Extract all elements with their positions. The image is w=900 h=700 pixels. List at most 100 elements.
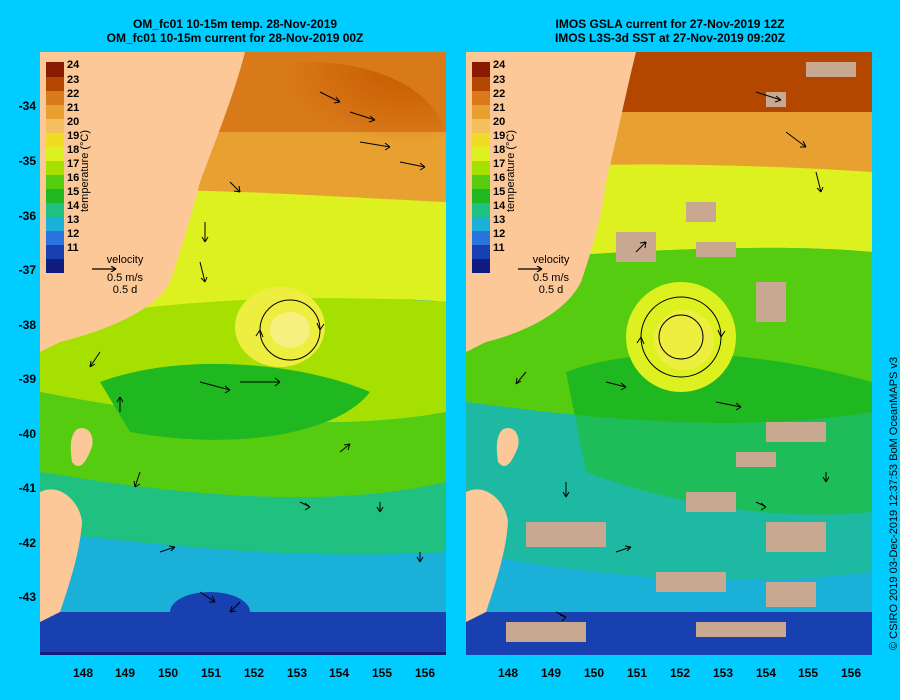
- left-colorbar-swatch: [46, 133, 64, 147]
- right-map-canvas: [466, 52, 872, 655]
- left-colorbar-swatch: [46, 62, 64, 77]
- left-colorbar-title: temperature (°C): [79, 129, 91, 212]
- right-title-line2: IMOS L3S-3d SST at 27-Nov-2019 09:20Z: [554, 31, 786, 45]
- right-colorbar-title: temperature (°C): [505, 129, 517, 212]
- left-colorbar-tick: 18: [67, 144, 80, 156]
- right-colorbar-tick: 13: [493, 214, 506, 226]
- left-colorbar-swatch: [46, 91, 64, 105]
- longitude-label: 151: [626, 666, 648, 680]
- longitude-label: 155: [371, 666, 393, 680]
- right-colorbar-swatch: [472, 105, 490, 119]
- left-colorbar-tick: 14: [67, 200, 80, 212]
- left-velocity-scale: 0.5 d: [112, 284, 138, 296]
- left-colorbar-tick: 12: [67, 228, 80, 240]
- right-colorbar-tick: 17: [493, 158, 506, 170]
- latitude-label: -40: [18, 427, 36, 441]
- right-colorbar-swatch: [472, 203, 490, 217]
- cloud-mask: [506, 62, 856, 642]
- longitude-label: 154: [328, 666, 350, 680]
- right-velocity-speed: 0.5 m/s: [532, 272, 570, 284]
- right-colorbar-swatch: [472, 161, 490, 175]
- left-colorbar-tick: 20: [67, 116, 80, 128]
- right-colorbar-swatch: [472, 259, 490, 273]
- left-current-arrows: [89, 91, 426, 613]
- right-colorbar-tick: 14: [493, 200, 506, 212]
- right-colorbar-tick: 20: [493, 116, 506, 128]
- longitude-label: 155: [797, 666, 819, 680]
- latitude-label: -35: [18, 154, 36, 168]
- left-colorbar-tick: 11: [67, 242, 79, 254]
- longitude-label: 152: [669, 666, 691, 680]
- right-colorbar-tick: 21: [493, 102, 506, 114]
- right-colorbar-tick: 16: [493, 172, 506, 184]
- right-colorbar-swatch: [472, 91, 490, 105]
- latitude-label: -36: [18, 209, 36, 223]
- left-colorbar-tick: 19: [67, 130, 80, 142]
- latitude-label: -37: [18, 263, 36, 277]
- right-map-panel: 24 23 22 21 20 19 18 17 16 15 14 13 12 1…: [466, 52, 872, 655]
- left-colorbar-swatch: [46, 217, 64, 231]
- latitude-label: -42: [18, 536, 36, 550]
- left-colorbar-swatch: [46, 119, 64, 133]
- credit-text: © CSIRO 2019 03-Dec-2019 12:37:53 BoM Oc…: [888, 356, 900, 650]
- left-colorbar-tick: 16: [67, 172, 80, 184]
- longitude-label: 156: [414, 666, 436, 680]
- right-colorbar-swatch: [472, 175, 490, 189]
- left-title-line2: OM_fc01 10-15m current for 28-Nov-2019 0…: [106, 31, 364, 45]
- left-colorbar-tick: 13: [67, 214, 80, 226]
- longitude-label: 153: [286, 666, 308, 680]
- latitude-label: -38: [18, 318, 36, 332]
- longitude-label: 151: [200, 666, 222, 680]
- left-colorbar-tick: 22: [67, 88, 80, 100]
- right-current-arrows: [515, 91, 830, 622]
- left-velocity-label: velocity: [106, 254, 144, 266]
- right-colorbar-tick: 19: [493, 130, 506, 142]
- longitude-label: 152: [243, 666, 265, 680]
- right-colorbar-tick: 23: [493, 74, 506, 86]
- latitude-label: -39: [18, 372, 36, 386]
- right-velocity-scale: 0.5 d: [538, 284, 564, 296]
- right-colorbar-tick: 22: [493, 88, 506, 100]
- right-colorbar-swatch: [472, 119, 490, 133]
- left-colorbar-swatch: [46, 105, 64, 119]
- left-colorbar-swatch: [46, 189, 64, 203]
- right-colorbar-swatch: [472, 217, 490, 231]
- left-colorbar-swatch: [46, 259, 64, 273]
- right-velocity-label: velocity: [532, 254, 570, 266]
- left-colorbar-swatch: [46, 245, 64, 259]
- right-title-line1: IMOS GSLA current for 27-Nov-2019 12Z: [555, 17, 785, 31]
- left-colorbar-tick: 15: [67, 186, 80, 198]
- longitude-label: 149: [540, 666, 562, 680]
- right-map-title: IMOS GSLA current for 27-Nov-2019 12Z IM…: [470, 17, 870, 45]
- right-colorbar-swatch: [472, 133, 490, 147]
- latitude-label: -34: [18, 99, 36, 113]
- right-colorbar-tick: 11: [493, 242, 505, 254]
- right-colorbar-tick: 18: [493, 144, 506, 156]
- left-colorbar-swatch: [46, 203, 64, 217]
- right-colorbar-swatch: [472, 189, 490, 203]
- longitude-label: 148: [497, 666, 519, 680]
- right-colorbar-swatch: [472, 147, 490, 161]
- latitude-label: -43: [18, 590, 36, 604]
- left-colorbar-swatch: [46, 175, 64, 189]
- velocity-arrow-icon: [518, 266, 543, 272]
- longitude-label: 153: [712, 666, 734, 680]
- left-map-canvas: [40, 52, 446, 655]
- latitude-label: -41: [18, 481, 36, 495]
- right-colorbar-tick: 15: [493, 186, 506, 198]
- longitude-label: 148: [72, 666, 94, 680]
- longitude-label: 156: [840, 666, 862, 680]
- left-colorbar-tick: 24: [67, 59, 80, 71]
- left-colorbar-swatch: [46, 77, 64, 91]
- left-colorbar-swatch: [46, 231, 64, 245]
- left-colorbar-tick: 21: [67, 102, 80, 114]
- left-colorbar: 24 23 22 21 20 19 18 17 16 15 14 13 12 1…: [46, 59, 104, 278]
- right-colorbar-swatch: [472, 231, 490, 245]
- left-colorbar-swatch: [46, 161, 64, 175]
- left-title-line1: OM_fc01 10-15m temp. 28-Nov-2019: [132, 17, 338, 31]
- left-velocity-legend: velocity 0.5 m/s 0.5 d: [90, 254, 160, 296]
- left-colorbar-swatch: [46, 147, 64, 161]
- left-map-title: OM_fc01 10-15m temp. 28-Nov-2019 OM_fc01…: [35, 17, 435, 45]
- right-colorbar-tick: 12: [493, 228, 506, 240]
- right-velocity-legend: velocity 0.5 m/s 0.5 d: [516, 254, 586, 296]
